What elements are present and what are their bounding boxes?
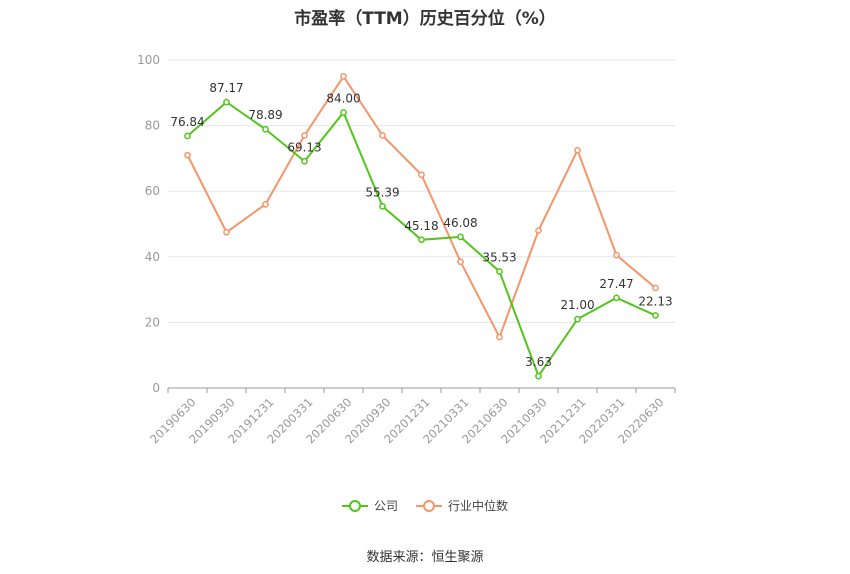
data-source: 数据来源：恒生聚源: [366, 550, 484, 565]
legend-item-company[interactable]: 公司: [341, 497, 398, 514]
data-point: [496, 268, 503, 275]
data-label: 69.13: [287, 140, 321, 154]
data-label: 21.00: [560, 298, 594, 312]
data-point: [613, 294, 620, 302]
data-point: [652, 312, 659, 319]
y-tick-label: 20: [145, 315, 160, 329]
data-point: [652, 284, 659, 292]
data-point: [379, 132, 386, 139]
data-label: 87.17: [209, 81, 243, 95]
data-label: 55.39: [365, 185, 399, 199]
data-label: 45.18: [404, 219, 438, 233]
data-point: [223, 98, 230, 106]
chart-title: 市盈率（TTM）历史百分位（%）: [294, 9, 556, 29]
data-label: 27.47: [599, 277, 633, 291]
data-label: 22.13: [638, 294, 672, 308]
legend-label-industry-median: 行业中位数: [448, 499, 509, 513]
data-label: 46.08: [443, 216, 477, 230]
data-point: [301, 132, 308, 139]
data-point: [340, 109, 347, 116]
y-tick-label: 80: [145, 119, 160, 133]
legend-item-industry-median[interactable]: 行业中位数: [416, 497, 508, 514]
data-point: [457, 258, 464, 266]
data-point: [574, 146, 581, 154]
data-point: [457, 233, 464, 241]
data-point: [340, 73, 347, 80]
chart-legend: 公司 行业中位数: [0, 497, 850, 514]
data-point: [613, 251, 620, 259]
data-point: [184, 151, 191, 159]
data-point: [223, 228, 230, 236]
data-point: [262, 200, 269, 208]
data-point: [574, 315, 581, 323]
data-point: [535, 372, 542, 380]
legend-label-company: 公司: [373, 499, 398, 513]
legend-marker-company: [341, 499, 368, 513]
data-label: 76.84: [170, 115, 204, 129]
y-tick-label: 40: [145, 250, 160, 264]
data-point: [496, 333, 503, 341]
y-tick-label: 0: [152, 381, 160, 395]
data-point: [535, 227, 542, 234]
data-label: 84.00: [326, 91, 360, 105]
y-tick-label: 60: [145, 184, 160, 198]
data-point: [262, 125, 269, 133]
data-label: 78.89: [248, 108, 282, 122]
data-point: [184, 132, 191, 140]
data-point: [379, 202, 386, 210]
data-point: [418, 236, 425, 244]
data-point: [418, 171, 425, 179]
data-label: 3.63: [525, 355, 552, 369]
data-point: [301, 157, 308, 165]
legend-marker-industry-median: [416, 499, 442, 513]
data-label: 35.53: [482, 250, 516, 264]
y-tick-label: 100: [137, 53, 160, 67]
